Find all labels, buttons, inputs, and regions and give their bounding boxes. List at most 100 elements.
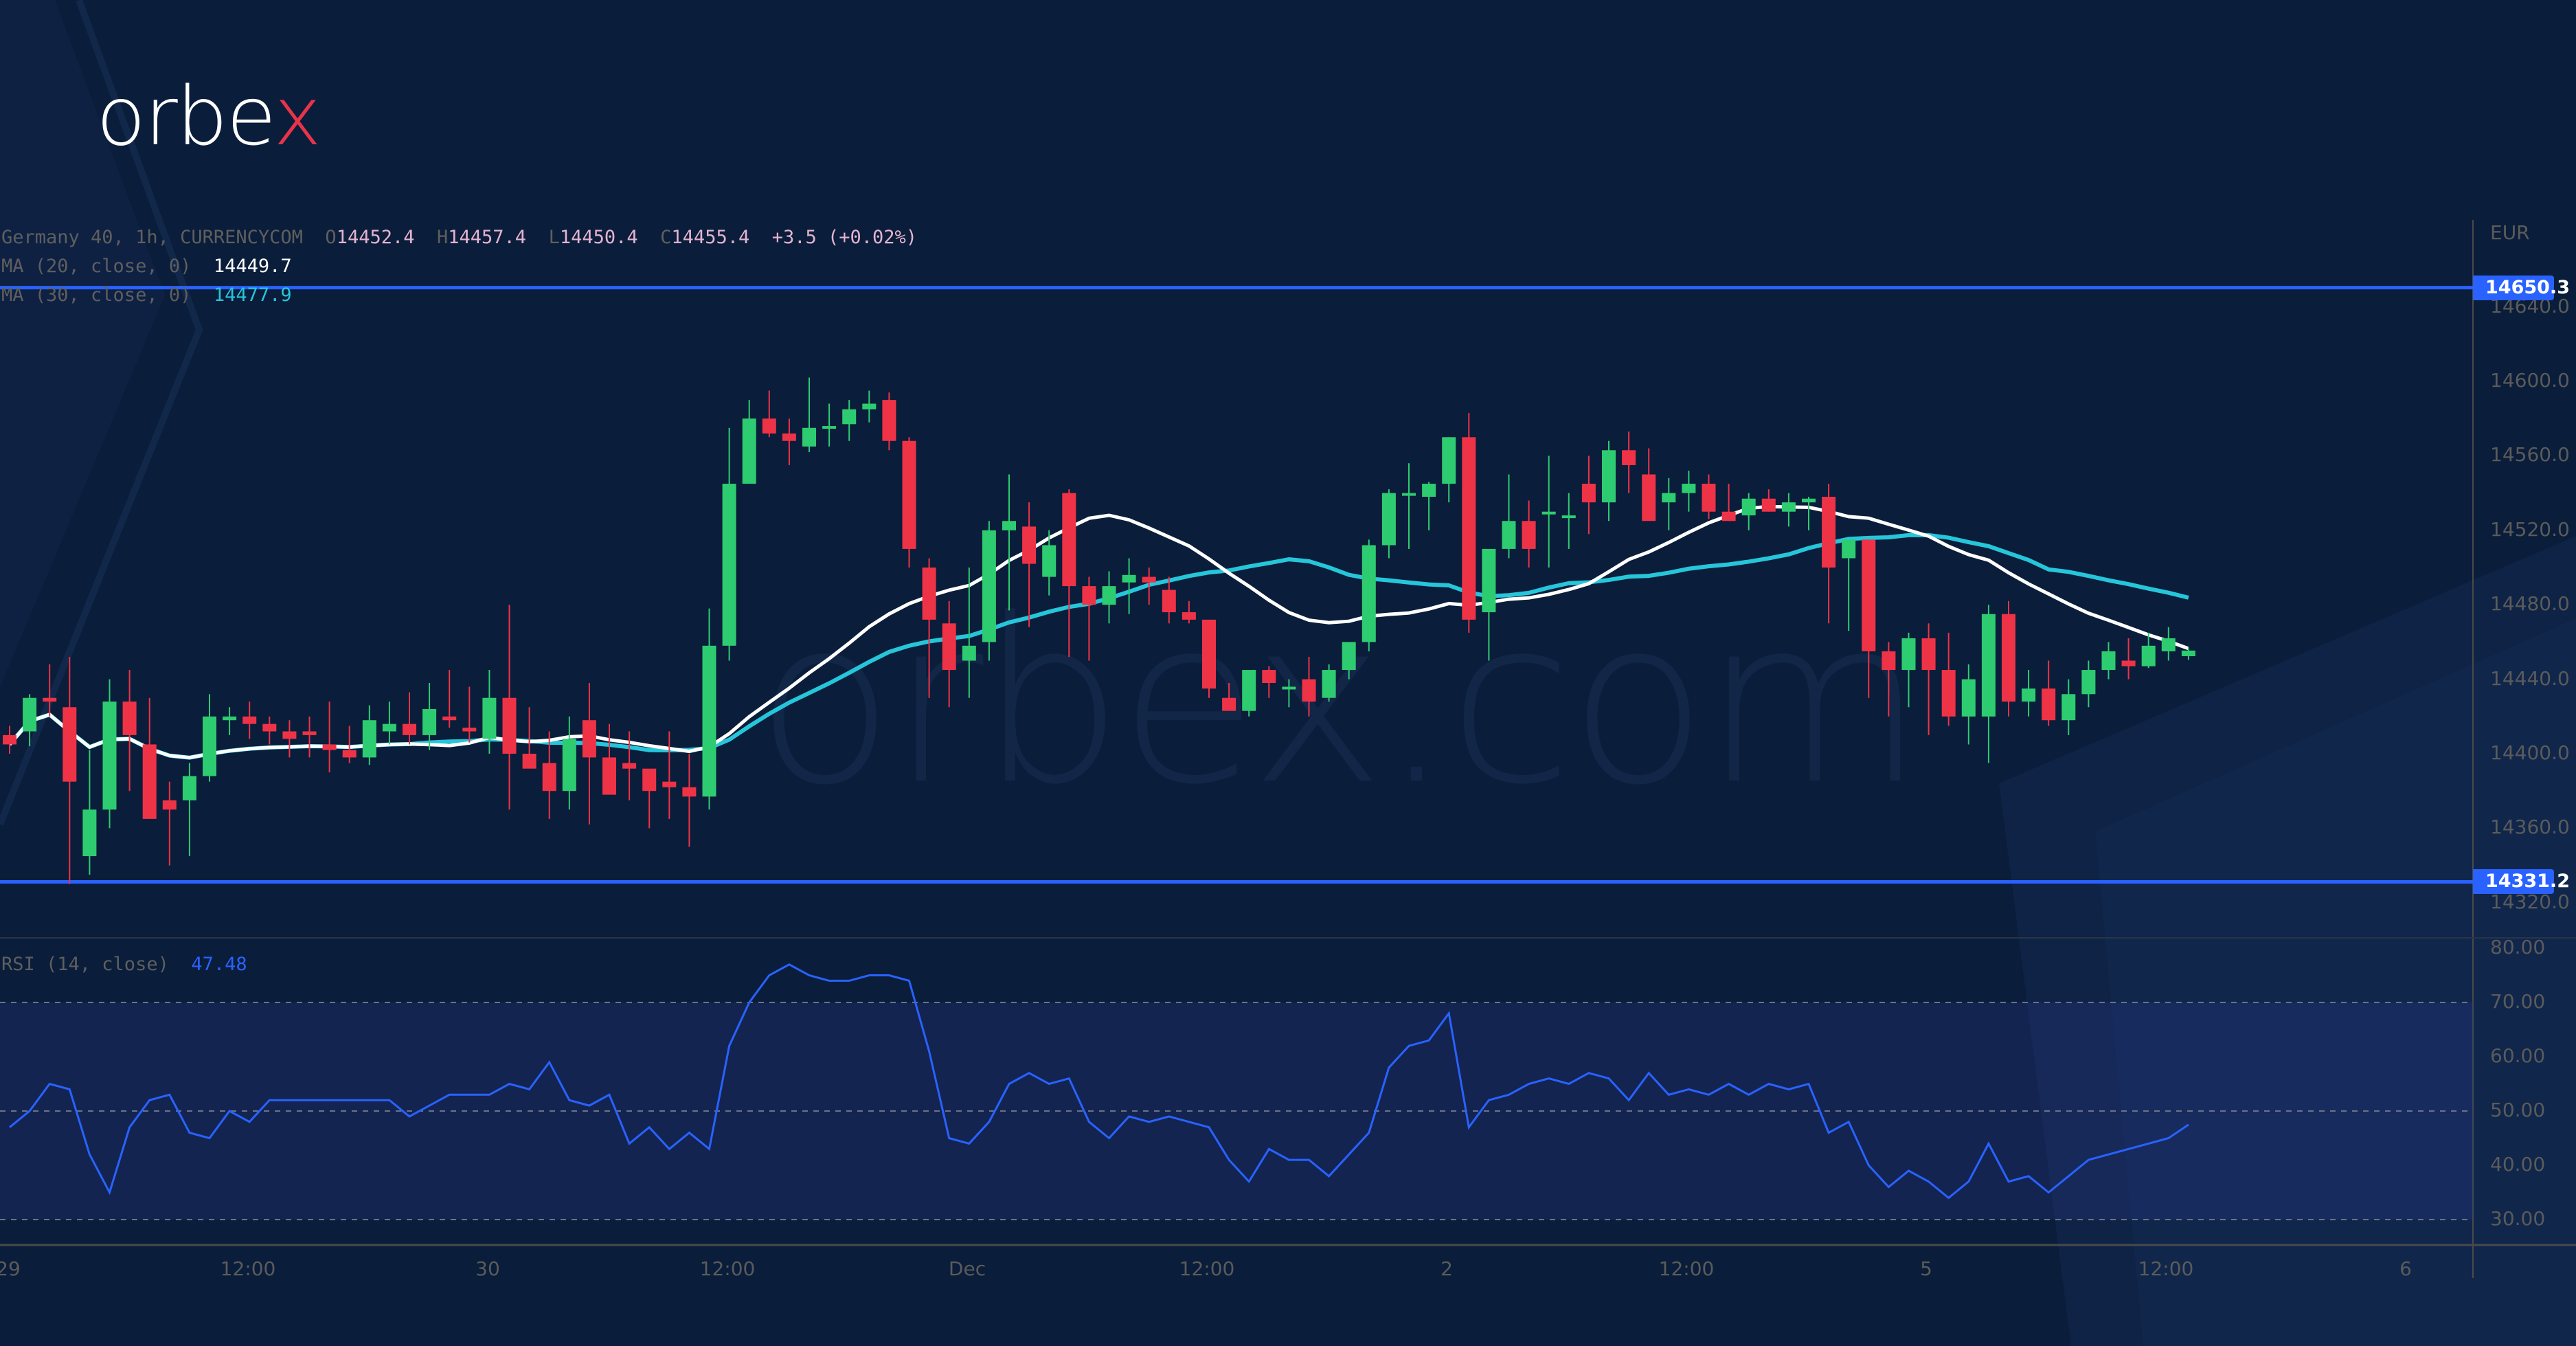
candle-body[interactable] <box>2161 638 2176 651</box>
candle-body[interactable] <box>23 697 37 732</box>
candle-body[interactable] <box>882 400 896 441</box>
candle-body[interactable] <box>82 809 97 857</box>
candle-body[interactable] <box>1022 526 1037 564</box>
candle-body[interactable] <box>1002 521 1016 530</box>
candle-body[interactable] <box>1602 450 1616 503</box>
candle-body[interactable] <box>842 409 857 425</box>
candle-body[interactable] <box>1622 450 1636 465</box>
candle-body[interactable] <box>2042 688 2056 721</box>
candle-body[interactable] <box>1442 437 1456 484</box>
candle-body[interactable] <box>1741 498 1756 516</box>
candle-body[interactable] <box>2181 650 2195 656</box>
candle-body[interactable] <box>662 781 677 787</box>
candle-body[interactable] <box>1482 548 1496 613</box>
candle-body[interactable] <box>642 768 657 792</box>
candle-body[interactable] <box>582 720 596 758</box>
candle-body[interactable] <box>2022 688 2036 702</box>
candle-body[interactable] <box>1162 590 1176 613</box>
candle-body[interactable] <box>822 426 837 429</box>
candle-body[interactable] <box>2101 651 2116 671</box>
candle-body[interactable] <box>1202 619 1216 689</box>
candle-body[interactable] <box>342 750 357 758</box>
candle-body[interactable] <box>1402 493 1416 496</box>
candle-body[interactable] <box>1882 651 1896 671</box>
candle-body[interactable] <box>1322 670 1336 698</box>
candle-body[interactable] <box>502 697 517 754</box>
candle-body[interactable] <box>1242 670 1256 711</box>
candle-body[interactable] <box>442 716 457 721</box>
candle-body[interactable] <box>1981 614 1996 717</box>
candle-body[interactable] <box>722 484 736 646</box>
candle-body[interactable] <box>1422 484 1436 497</box>
candle-body[interactable] <box>682 787 697 797</box>
candle-body[interactable] <box>522 754 536 769</box>
candle-body[interactable] <box>1082 586 1096 605</box>
candle-body[interactable] <box>282 731 297 739</box>
candle-body[interactable] <box>742 418 756 484</box>
candle-body[interactable] <box>1282 686 1296 690</box>
candle-body[interactable] <box>1342 642 1356 671</box>
candle-body[interactable] <box>382 724 396 732</box>
candle-body[interactable] <box>1662 493 1676 503</box>
candle-body[interactable] <box>1362 545 1376 642</box>
candle-body[interactable] <box>1142 576 1156 583</box>
candle-body[interactable] <box>2081 670 2096 695</box>
candle-body[interactable] <box>122 702 137 735</box>
candle-body[interactable] <box>702 645 716 797</box>
candle-body[interactable] <box>162 800 177 810</box>
candle-body[interactable] <box>1781 502 1796 512</box>
candle-body[interactable] <box>982 530 996 642</box>
candle-body[interactable] <box>2002 614 2015 702</box>
candle-body[interactable] <box>1262 670 1276 684</box>
candle-body[interactable] <box>602 757 616 795</box>
candle-body[interactable] <box>462 728 477 732</box>
candle-body[interactable] <box>1122 574 1136 583</box>
candle-body[interactable] <box>1862 539 1876 651</box>
candle-body[interactable] <box>1802 498 1816 503</box>
candle-body[interactable] <box>262 724 277 732</box>
candle-body[interactable] <box>1381 493 1396 546</box>
candle-body[interactable] <box>1842 539 1856 559</box>
candle-body[interactable] <box>322 744 337 750</box>
candle-body[interactable] <box>403 724 416 735</box>
candle-body[interactable] <box>922 568 936 620</box>
candle-body[interactable] <box>1462 437 1476 620</box>
candle-body[interactable] <box>542 763 556 792</box>
candle-body[interactable] <box>1901 638 1916 671</box>
candle-body[interactable] <box>902 440 916 549</box>
candle-body[interactable] <box>1961 679 1976 717</box>
candle-body[interactable] <box>1561 515 1576 519</box>
candle-body[interactable] <box>142 744 157 819</box>
candle-body[interactable] <box>102 702 117 810</box>
candle-body[interactable] <box>782 433 796 441</box>
candle-body[interactable] <box>1682 484 1696 493</box>
candle-body[interactable] <box>362 720 376 758</box>
candle-body[interactable] <box>482 697 497 739</box>
candle-body[interactable] <box>2121 660 2136 666</box>
candle-body[interactable] <box>1502 521 1516 549</box>
candle-body[interactable] <box>862 403 877 410</box>
candle-body[interactable] <box>1921 638 1936 671</box>
candle-body[interactable] <box>622 763 637 769</box>
candle-body[interactable] <box>63 707 77 782</box>
candle-body[interactable] <box>203 716 216 776</box>
candle-body[interactable] <box>562 739 576 792</box>
candle-body[interactable] <box>43 697 57 702</box>
candle-body[interactable] <box>302 731 317 735</box>
candle-body[interactable] <box>1102 586 1116 605</box>
candle-body[interactable] <box>1042 545 1057 577</box>
candle-body[interactable] <box>1522 521 1536 549</box>
candle-body[interactable] <box>802 427 816 447</box>
candle-body[interactable] <box>1581 484 1596 503</box>
candle-body[interactable] <box>1541 511 1556 515</box>
candle-body[interactable] <box>182 776 196 800</box>
candle-body[interactable] <box>1642 474 1656 521</box>
candle-body[interactable] <box>1702 484 1716 512</box>
candle-body[interactable] <box>3 734 16 745</box>
candle-body[interactable] <box>2061 694 2076 721</box>
candle-body[interactable] <box>2141 645 2156 666</box>
candle-body[interactable] <box>762 418 776 434</box>
candle-body[interactable] <box>1761 498 1776 512</box>
candle-body[interactable] <box>1941 670 1956 717</box>
